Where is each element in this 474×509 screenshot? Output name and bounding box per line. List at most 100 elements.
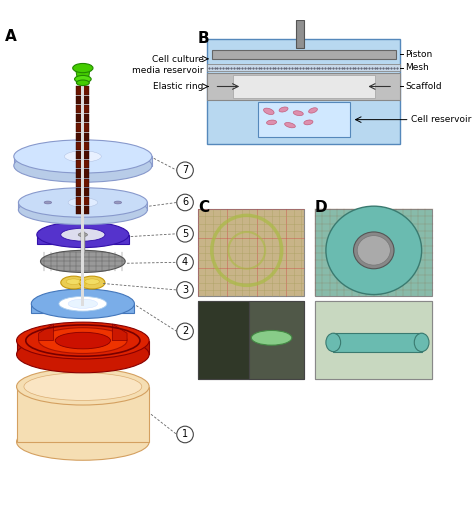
Polygon shape: [76, 197, 89, 205]
Ellipse shape: [76, 80, 89, 86]
Ellipse shape: [114, 201, 121, 204]
Ellipse shape: [17, 368, 149, 405]
Ellipse shape: [309, 108, 318, 113]
Bar: [315, 301, 432, 379]
Polygon shape: [76, 160, 89, 168]
Polygon shape: [76, 151, 89, 159]
Polygon shape: [76, 188, 89, 196]
Ellipse shape: [266, 120, 277, 125]
Ellipse shape: [17, 336, 149, 373]
Text: 1: 1: [182, 430, 188, 439]
Polygon shape: [76, 132, 89, 141]
Text: 7: 7: [182, 165, 188, 175]
Ellipse shape: [354, 232, 394, 269]
Circle shape: [177, 323, 193, 340]
Ellipse shape: [68, 299, 98, 308]
Ellipse shape: [284, 123, 295, 128]
Ellipse shape: [18, 188, 147, 217]
Bar: [296, 20, 304, 48]
Ellipse shape: [61, 276, 87, 289]
Ellipse shape: [326, 333, 341, 352]
Polygon shape: [333, 333, 422, 352]
Ellipse shape: [414, 333, 429, 352]
Text: Cell reservoir: Cell reservoir: [410, 115, 471, 124]
Polygon shape: [14, 156, 152, 165]
Polygon shape: [112, 324, 127, 341]
Circle shape: [177, 194, 193, 211]
Bar: [198, 209, 304, 296]
Text: Piston: Piston: [405, 50, 432, 59]
Ellipse shape: [31, 289, 135, 319]
Polygon shape: [17, 341, 149, 354]
Ellipse shape: [85, 279, 100, 285]
Text: D: D: [315, 200, 328, 215]
Polygon shape: [76, 169, 89, 178]
Bar: [315, 209, 432, 296]
Ellipse shape: [59, 296, 107, 311]
Polygon shape: [76, 206, 89, 214]
Circle shape: [177, 426, 193, 443]
Polygon shape: [82, 87, 84, 305]
Bar: [233, 75, 374, 98]
Ellipse shape: [66, 279, 81, 285]
Bar: [315, 301, 432, 379]
Bar: [207, 65, 401, 71]
Ellipse shape: [14, 149, 152, 182]
Ellipse shape: [64, 151, 101, 162]
Circle shape: [177, 254, 193, 271]
Polygon shape: [17, 387, 149, 442]
Text: 2: 2: [182, 326, 188, 336]
Text: Scaffold: Scaffold: [405, 82, 442, 91]
Ellipse shape: [40, 250, 125, 272]
Text: 6: 6: [182, 197, 188, 208]
Ellipse shape: [74, 75, 91, 83]
Text: 5: 5: [182, 229, 188, 239]
Polygon shape: [75, 68, 90, 79]
Polygon shape: [76, 96, 89, 104]
Text: 4: 4: [182, 258, 188, 267]
Circle shape: [177, 162, 193, 179]
Bar: [248, 301, 304, 379]
Ellipse shape: [304, 120, 313, 125]
Ellipse shape: [79, 276, 105, 289]
Ellipse shape: [24, 373, 142, 401]
Polygon shape: [76, 123, 89, 132]
Ellipse shape: [279, 107, 288, 112]
Ellipse shape: [326, 206, 422, 295]
Polygon shape: [76, 142, 89, 150]
Ellipse shape: [264, 108, 274, 115]
Ellipse shape: [251, 330, 292, 345]
Ellipse shape: [293, 111, 303, 116]
Text: Cell culture
media reservoir: Cell culture media reservoir: [132, 55, 203, 75]
Polygon shape: [76, 179, 89, 187]
Ellipse shape: [77, 155, 88, 158]
Ellipse shape: [39, 328, 127, 353]
Bar: [212, 50, 396, 59]
Text: 3: 3: [182, 285, 188, 295]
Bar: [207, 39, 401, 145]
Text: A: A: [5, 30, 17, 44]
Ellipse shape: [17, 322, 149, 359]
Text: C: C: [198, 200, 209, 215]
Polygon shape: [76, 87, 89, 95]
Ellipse shape: [68, 198, 98, 207]
Text: B: B: [198, 31, 210, 46]
Ellipse shape: [44, 201, 52, 204]
Bar: [198, 301, 304, 379]
Ellipse shape: [14, 140, 152, 173]
Ellipse shape: [78, 233, 88, 237]
Polygon shape: [39, 324, 54, 341]
Ellipse shape: [18, 195, 147, 224]
Circle shape: [177, 225, 193, 242]
Circle shape: [177, 281, 193, 298]
Ellipse shape: [37, 222, 129, 247]
Polygon shape: [81, 232, 85, 253]
Text: Elastic ring: Elastic ring: [153, 82, 203, 91]
Polygon shape: [31, 304, 135, 313]
Bar: [198, 301, 248, 379]
Polygon shape: [18, 203, 147, 210]
Polygon shape: [76, 105, 89, 113]
Text: Mesh: Mesh: [405, 63, 429, 72]
Ellipse shape: [73, 64, 93, 73]
Bar: [258, 102, 350, 137]
